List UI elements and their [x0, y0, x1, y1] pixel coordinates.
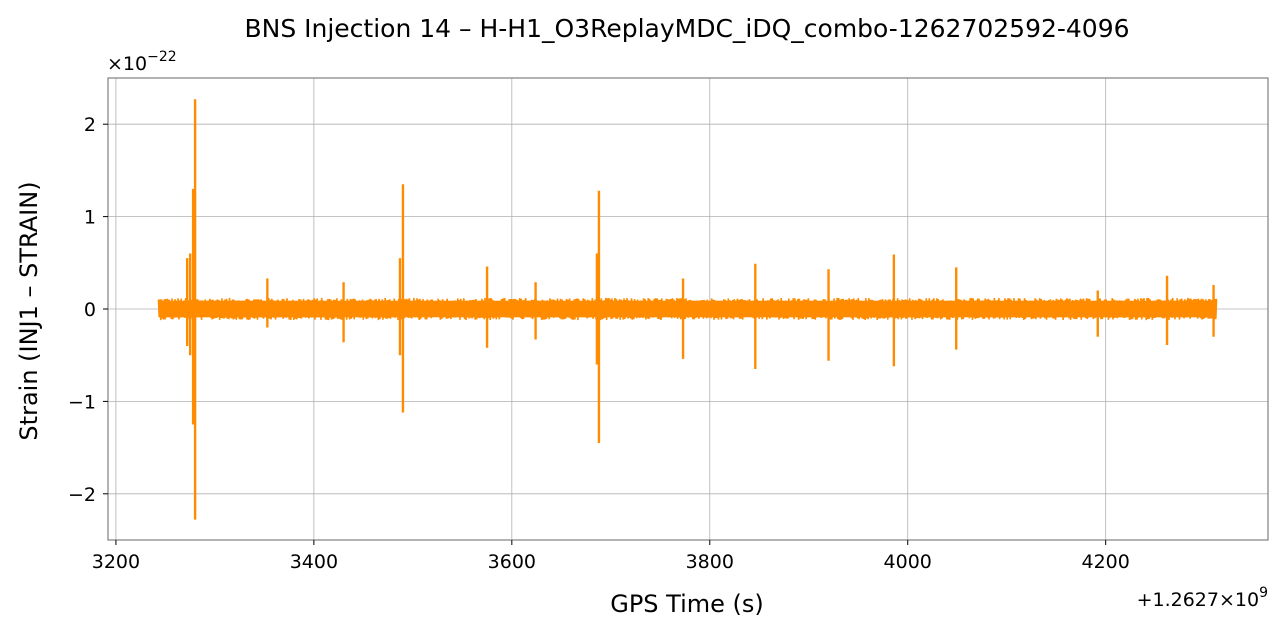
chart-title: BNS Injection 14 – H-H1_O3ReplayMDC_iDQ_… — [244, 14, 1129, 43]
y-tick-label: 0 — [84, 299, 96, 321]
x-tick-label: 3400 — [290, 551, 338, 573]
axis-ticks: 3200 3400 3600 3800 4000 4200 −2 −1 0 1 2 — [68, 114, 1130, 573]
y-axis-scale-factor: ×10−22 — [107, 49, 177, 75]
strain-series — [157, 99, 1218, 520]
x-tick-label: 4000 — [884, 551, 932, 573]
y-tick-label: −2 — [68, 484, 96, 506]
y-tick-label: 2 — [84, 114, 96, 136]
x-axis-offset-label: +1.2627×109 — [1137, 585, 1268, 611]
strain-noise-core — [158, 300, 1217, 318]
x-tick-label: 3600 — [488, 551, 536, 573]
y-tick-label: 1 — [84, 207, 96, 229]
x-tick-label: 4200 — [1081, 551, 1129, 573]
y-tick-label: −1 — [68, 391, 96, 413]
x-axis-label: GPS Time (s) — [610, 590, 764, 618]
x-tick-label: 3800 — [686, 551, 734, 573]
y-axis-label: Strain (INJ1 – STRAIN) — [15, 181, 43, 440]
x-tick-label: 3200 — [92, 551, 140, 573]
